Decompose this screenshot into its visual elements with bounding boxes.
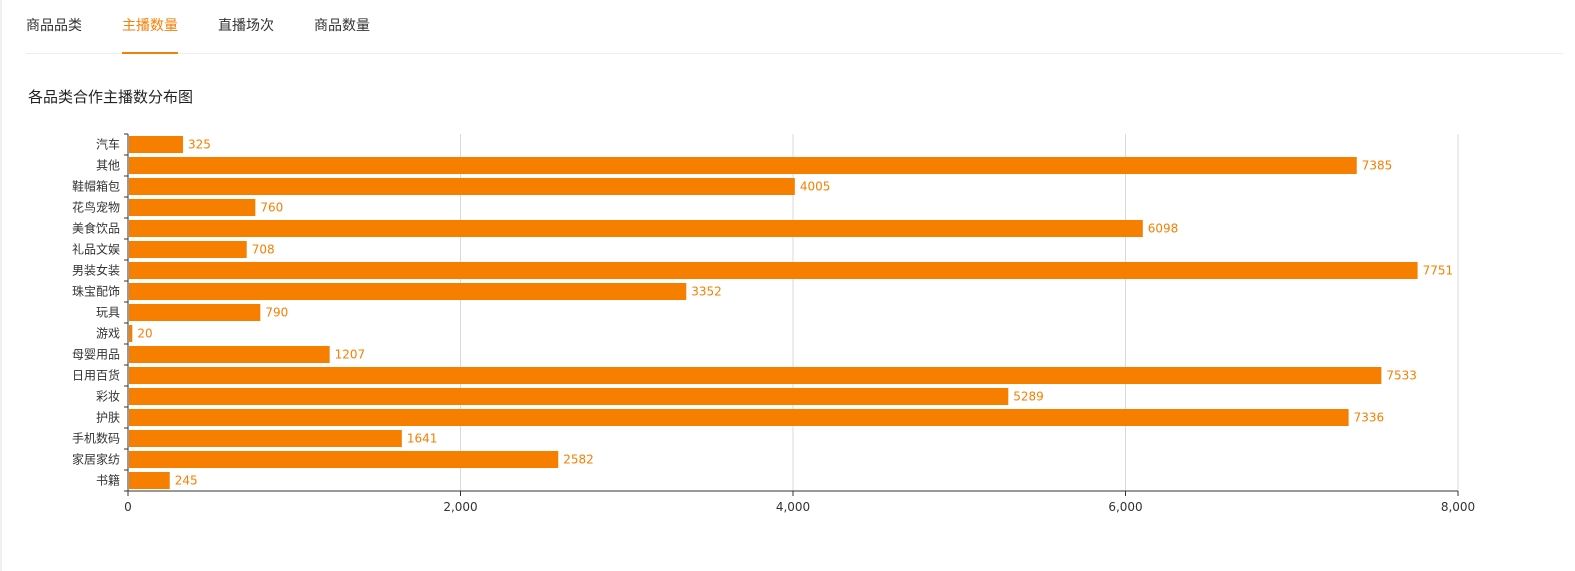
bar[interactable] xyxy=(129,304,261,321)
bar[interactable] xyxy=(129,199,256,216)
category-label: 珠宝配饰 xyxy=(72,285,120,299)
category-label: 游戏 xyxy=(96,327,120,341)
value-label: 760 xyxy=(260,201,283,215)
bar[interactable] xyxy=(129,178,795,195)
bar[interactable] xyxy=(129,136,184,153)
category-label: 其他 xyxy=(96,159,120,173)
value-label: 2582 xyxy=(563,453,594,467)
bar[interactable] xyxy=(129,472,170,489)
bar[interactable] xyxy=(129,325,133,342)
bar[interactable] xyxy=(129,157,1357,174)
category-label: 护肤 xyxy=(96,410,120,425)
category-label: 花鸟宠物 xyxy=(72,200,120,215)
bar[interactable] xyxy=(129,409,1349,426)
value-label: 7385 xyxy=(1362,159,1393,173)
category-label: 美食饮品 xyxy=(72,221,120,236)
bar[interactable] xyxy=(129,451,559,468)
value-label: 325 xyxy=(188,138,211,152)
bar[interactable] xyxy=(129,283,687,300)
category-label: 家居家纺 xyxy=(72,452,120,467)
category-label: 男装女装 xyxy=(72,263,120,278)
value-label: 5289 xyxy=(1013,390,1044,404)
tab-product-count[interactable]: 商品数量 xyxy=(314,18,370,34)
category-label: 日用百货 xyxy=(72,368,120,383)
bar[interactable] xyxy=(129,241,247,258)
bar[interactable] xyxy=(129,262,1418,279)
category-label: 礼品文娱 xyxy=(72,242,120,257)
category-label: 手机数码 xyxy=(72,431,120,446)
value-label: 4005 xyxy=(800,180,831,194)
bar[interactable] xyxy=(129,388,1009,405)
value-label: 1207 xyxy=(335,348,366,362)
category-label: 鞋帽箱包 xyxy=(72,179,120,194)
tab-streamer-count[interactable]: 主播数量 xyxy=(122,0,178,54)
chart-title: 各品类合作主播数分布图 xyxy=(28,88,194,106)
category-label: 彩妆 xyxy=(96,390,120,404)
value-label: 7533 xyxy=(1386,369,1417,383)
x-tick-label: 0 xyxy=(124,500,132,514)
x-tick-label: 6,000 xyxy=(1108,500,1142,514)
x-tick-label: 2,000 xyxy=(443,500,477,514)
bar[interactable] xyxy=(129,367,1382,384)
bar[interactable] xyxy=(129,220,1143,237)
value-label: 7336 xyxy=(1354,411,1385,425)
bar[interactable] xyxy=(129,346,330,363)
tab-category[interactable]: 商品品类 xyxy=(26,18,82,34)
x-tick-label: 8,000 xyxy=(1441,500,1475,514)
value-label: 7751 xyxy=(1423,264,1454,278)
tab-bar: 商品品类 主播数量 直播场次 商品数量 xyxy=(26,0,1563,54)
value-label: 6098 xyxy=(1148,222,1179,236)
category-label: 书籍 xyxy=(96,473,120,488)
x-tick-label: 4,000 xyxy=(776,500,810,514)
value-label: 790 xyxy=(265,306,288,320)
value-label: 708 xyxy=(252,243,275,257)
category-label: 玩具 xyxy=(96,306,120,320)
value-label: 20 xyxy=(137,327,152,341)
category-label: 汽车 xyxy=(96,137,120,152)
category-label: 母婴用品 xyxy=(72,348,120,362)
value-label: 1641 xyxy=(407,432,438,446)
bar[interactable] xyxy=(129,430,402,447)
tab-live-sessions[interactable]: 直播场次 xyxy=(218,18,274,34)
value-label: 3352 xyxy=(691,285,722,299)
value-label: 245 xyxy=(175,474,198,488)
